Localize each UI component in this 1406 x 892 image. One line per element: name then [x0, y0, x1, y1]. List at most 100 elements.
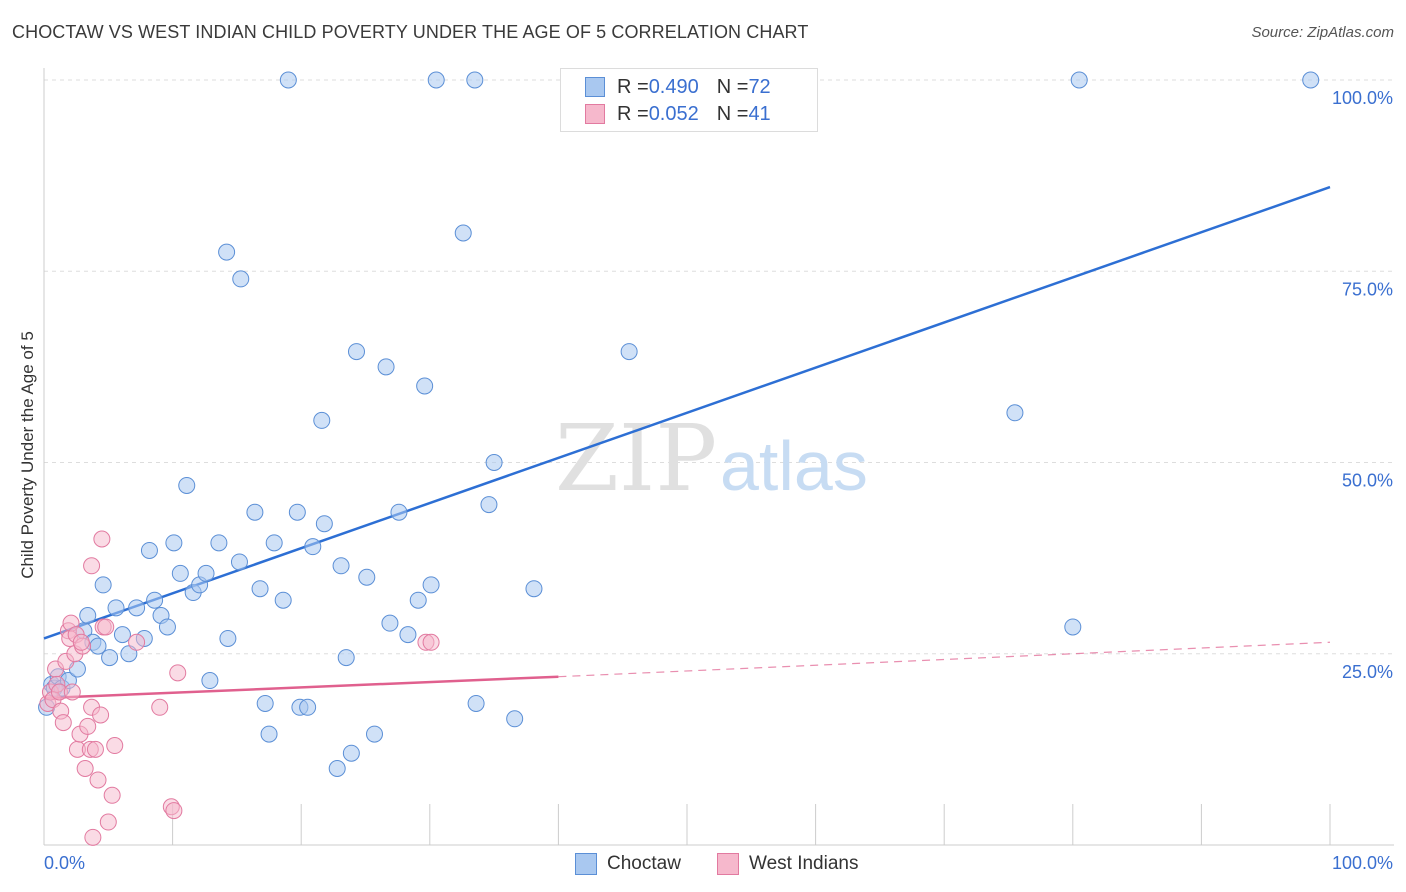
bottom-legend-west-indians: West Indians [717, 852, 858, 876]
data-points [38, 71, 1320, 846]
choctaw-point [219, 629, 237, 647]
west-indian-point [86, 740, 104, 758]
choctaw-point [94, 576, 112, 594]
west-indian-point [422, 633, 440, 651]
west-indian-trend-line [43, 675, 559, 700]
choctaw-point [467, 694, 485, 712]
choctaw-point [299, 698, 317, 716]
choctaw-point [101, 649, 119, 667]
choctaw-point [1064, 618, 1082, 636]
y-tick-label: 25.0% [1342, 662, 1393, 682]
choctaw-point [328, 760, 346, 777]
choctaw-trend-line [43, 185, 1331, 640]
west-indian-r-label: R = [617, 102, 649, 125]
choctaw-n-value: 72 [748, 75, 771, 98]
west-indian-point [169, 664, 187, 682]
choctaw-point [128, 599, 146, 617]
choctaw-point [146, 591, 164, 609]
choctaw-legend-label: Choctaw [607, 853, 681, 874]
choctaw-point [358, 568, 376, 586]
west-indian-point [99, 813, 117, 831]
watermark-zip: ZIP [555, 405, 717, 512]
y-tick-label: 50.0% [1342, 471, 1393, 491]
west-indian-legend-swatch [717, 853, 739, 875]
y-tick-label: 100.0% [1332, 88, 1393, 108]
choctaw-point [1070, 71, 1088, 89]
watermark-atlas: atlas [720, 427, 868, 505]
choctaw-point [260, 725, 278, 743]
x-tick-label: 0.0% [44, 853, 85, 873]
y-axis-label: Child Poverty Under the Age of 5 [18, 331, 37, 579]
choctaw-point [454, 224, 472, 242]
west-indian-trend-line-dashed [558, 641, 1331, 678]
choctaw-point [399, 626, 417, 644]
choctaw-point [79, 607, 97, 624]
choctaw-point [197, 564, 215, 582]
choctaw-point [332, 557, 350, 575]
choctaw-point [485, 454, 503, 471]
choctaw-swatch [585, 77, 605, 97]
tick-labels: 25.0% 50.0% 75.0% 100.0% 0.0% 100.0% [44, 88, 1393, 873]
west-indian-point [54, 714, 72, 732]
choctaw-point [313, 411, 331, 429]
choctaw-point [427, 71, 445, 89]
choctaw-point [279, 71, 297, 89]
choctaw-point [409, 591, 427, 609]
west-indian-legend-label: West Indians [749, 853, 859, 874]
choctaw-r-value: 0.490 [648, 75, 699, 98]
choctaw-point [304, 538, 322, 556]
west-indian-point [92, 706, 110, 724]
choctaw-point [274, 591, 292, 609]
west-indian-point [83, 557, 101, 575]
west-indian-point [97, 618, 115, 636]
west-indian-n-label: N = [716, 102, 749, 125]
choctaw-point [525, 580, 543, 598]
choctaw-point [390, 503, 408, 521]
west-indian-n-value: 41 [748, 102, 771, 125]
choctaw-point [416, 377, 434, 395]
choctaw-n-label: N = [716, 75, 749, 98]
axes [43, 68, 1394, 846]
choctaw-point [113, 626, 131, 644]
choctaw-point [251, 580, 269, 598]
choctaw-point [246, 503, 264, 521]
choctaw-point [230, 553, 248, 571]
chart-source: Source: ZipAtlas.com [1251, 24, 1394, 41]
choctaw-point [422, 576, 440, 594]
west-indian-point [89, 771, 107, 789]
choctaw-point [140, 541, 158, 559]
choctaw-point [201, 672, 219, 690]
trend-lines [43, 185, 1331, 700]
west-indian-point [128, 633, 146, 651]
choctaw-point [1302, 71, 1320, 89]
choctaw-point [342, 744, 360, 762]
choctaw-point [337, 649, 355, 667]
west-indian-point [79, 717, 97, 735]
choctaw-point [381, 614, 399, 632]
bottom-legend-choctaw: Choctaw [575, 852, 681, 876]
west-indian-point [165, 802, 183, 820]
choctaw-point [1006, 404, 1024, 422]
choctaw-point [178, 476, 196, 494]
west-indian-point [103, 786, 121, 804]
choctaw-point [315, 515, 333, 533]
west-indian-point [63, 683, 81, 701]
choctaw-point [232, 270, 250, 288]
west-indian-r-value: 0.052 [648, 102, 699, 125]
choctaw-point [347, 343, 365, 361]
west-indian-point [151, 698, 169, 716]
choctaw-point [171, 564, 189, 582]
choctaw-point [158, 618, 176, 636]
west-indian-point [84, 828, 102, 846]
choctaw-point [218, 243, 236, 261]
choctaw-r-label: R = [617, 75, 649, 98]
west-indian-point [72, 633, 90, 651]
choctaw-point [366, 725, 384, 743]
choctaw-point [288, 503, 306, 521]
y-tick-label: 75.0% [1342, 279, 1393, 299]
choctaw-legend-swatch [575, 853, 597, 875]
choctaw-point [480, 496, 498, 514]
west-indian-point [93, 530, 111, 548]
legend-row-west-indian: R = 0.052 N = 41 [585, 101, 771, 127]
